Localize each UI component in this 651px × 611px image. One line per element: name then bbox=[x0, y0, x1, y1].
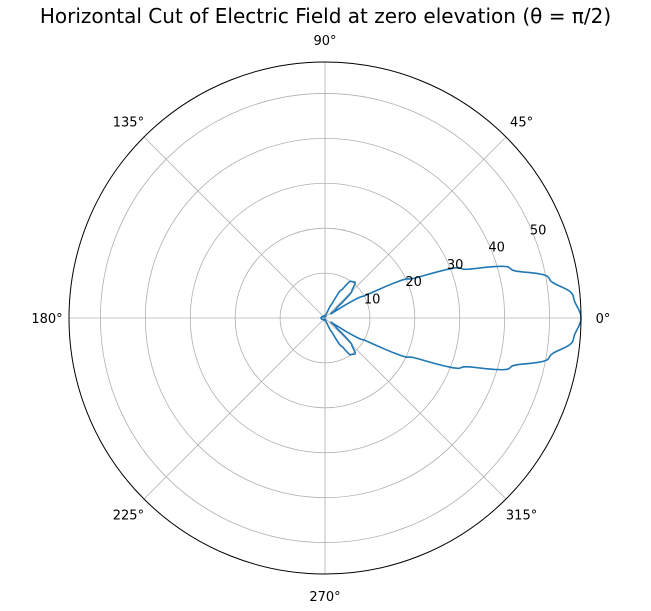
radial-tick-label-50: 50 bbox=[530, 224, 547, 239]
radial-gridline-20 bbox=[234, 227, 416, 409]
label-layer: 0° 45° 90° 135° 180° 225° 270° 315° 10 20 30 40 50 bbox=[31, 34, 610, 605]
radial-tick-label-30: 30 bbox=[447, 258, 464, 273]
radial-tick-label-20: 20 bbox=[405, 275, 422, 290]
grid-layer bbox=[69, 62, 581, 574]
series-line-0 bbox=[320, 265, 582, 371]
radial-gridline-10 bbox=[279, 272, 371, 364]
radial-gridline-40 bbox=[144, 137, 506, 499]
radial-tick-label-40: 40 bbox=[488, 241, 505, 256]
radial-gridline-30 bbox=[189, 182, 461, 454]
angle-tick-label-315: 315° bbox=[506, 509, 537, 524]
chart-title: Horizontal Cut of Electric Field at zero… bbox=[39, 4, 612, 28]
radial-tick-label-10: 10 bbox=[364, 292, 381, 307]
angle-tick-label-45: 45° bbox=[510, 115, 533, 130]
angle-tick-label-90: 90° bbox=[313, 34, 336, 49]
angle-gridline-135 bbox=[143, 136, 326, 319]
angle-tick-label-270: 270° bbox=[309, 590, 340, 605]
angle-gridline-315 bbox=[324, 317, 507, 500]
angle-gridline-45 bbox=[324, 136, 507, 319]
radial-gridline-50 bbox=[100, 93, 550, 543]
angle-tick-label-225: 225° bbox=[113, 509, 144, 524]
angle-tick-label-0: 0° bbox=[596, 312, 611, 327]
angle-tick-label-180: 180° bbox=[31, 312, 62, 327]
angle-tick-label-135: 135° bbox=[113, 115, 144, 130]
series-layer bbox=[320, 265, 582, 371]
outer-frame bbox=[68, 61, 582, 575]
angle-gridline-225 bbox=[143, 317, 326, 500]
